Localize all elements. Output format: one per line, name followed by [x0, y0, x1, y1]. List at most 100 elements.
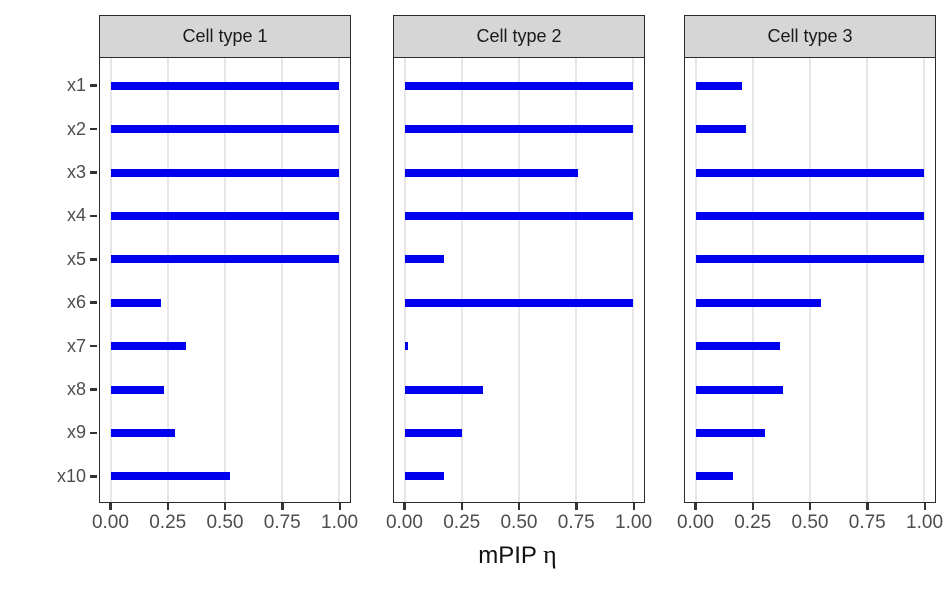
y-axis-labels: x1 x2 x3 x4 x5 x6 x7 x8 x9 x10	[0, 64, 97, 498]
bar-x7	[696, 342, 781, 351]
facet-strip: Cell type 2	[393, 15, 645, 58]
bar-x7	[111, 342, 187, 351]
bar-row-x4	[394, 194, 644, 237]
y-axis-row-x5: x5	[0, 238, 97, 281]
x-tick-mark	[694, 503, 697, 510]
bar-row-x3	[394, 151, 644, 194]
y-axis-row-x6: x6	[0, 281, 97, 324]
facet-strip: Cell type 3	[684, 15, 936, 58]
bar-row-x1	[100, 64, 350, 107]
bar-x6	[405, 298, 633, 307]
gridline-x-1	[922, 58, 925, 502]
bar-x2	[696, 125, 747, 134]
y-tick-label-x8: x8	[66, 379, 86, 400]
bar-row-x1	[394, 64, 644, 107]
x-axis-title: mPIP η	[99, 540, 936, 570]
gridline-x-0.5	[517, 58, 520, 502]
x-tick-mark	[166, 503, 170, 510]
gridline-x-0.75	[574, 58, 577, 502]
x-tick-mark	[517, 503, 521, 510]
x-tick-label-0.75: 0.75	[263, 512, 301, 533]
gridline-x-0.25	[752, 58, 755, 502]
bar-x9	[111, 428, 175, 437]
gridline-x-0.75	[280, 58, 283, 502]
x-tick-label-0.00: 0.00	[676, 512, 714, 533]
bar-row-x8	[685, 368, 935, 411]
x-tick-label-0.25: 0.25	[734, 512, 772, 533]
gridline-x-1	[631, 58, 634, 502]
bar-x10	[696, 472, 733, 481]
bar-row-x6	[394, 281, 644, 324]
y-tick-mark	[90, 301, 97, 304]
y-tick-mark	[90, 475, 97, 478]
x-tick-mark	[866, 503, 869, 510]
x-tick-mark	[808, 503, 812, 510]
x-tick-label-0.50: 0.50	[791, 512, 829, 533]
x-axis: 0.00 0.25 0.50 0.75 1.00	[386, 503, 652, 543]
bar-row-x3	[685, 151, 935, 194]
bar-x1	[111, 81, 339, 90]
bar-row-x9	[394, 411, 644, 454]
x-tick-label-0.50: 0.50	[206, 512, 244, 533]
gridline-x-1	[337, 58, 340, 502]
y-tick-mark	[90, 258, 97, 261]
facet-strip: Cell type 1	[99, 15, 351, 58]
x-tick-label-0.75: 0.75	[848, 512, 886, 533]
y-tick-mark	[90, 344, 97, 348]
bar-x2	[405, 125, 633, 134]
x-tick-mark	[338, 503, 342, 510]
facet-strip-label: Cell type 1	[182, 26, 268, 46]
bar-x7	[405, 342, 408, 351]
bar-row-x6	[100, 281, 350, 324]
y-tick-label-x6: x6	[66, 292, 86, 313]
x-tick-label-0.00: 0.00	[91, 512, 129, 533]
bar-row-x6	[685, 281, 935, 324]
bar-x4	[405, 211, 633, 220]
gridline-x-0	[695, 58, 698, 502]
x-axis: 0.00 0.25 0.50 0.75 1.00	[677, 503, 943, 543]
y-tick-mark	[90, 171, 97, 174]
x-tick-mark	[109, 503, 112, 510]
y-axis: x1 x2 x3 x4 x5 x6 x7 x8 x9 x10	[0, 58, 97, 502]
bar-x5	[111, 255, 339, 264]
gridline-x-0.25	[167, 58, 170, 502]
panel	[99, 58, 351, 503]
x-tick-mark	[751, 503, 755, 510]
bar-row-x5	[685, 238, 935, 281]
bar-x5	[405, 255, 444, 264]
bar-x8	[696, 385, 783, 394]
x-tick-label-0.75: 0.75	[557, 512, 595, 533]
y-tick-label-x9: x9	[66, 422, 86, 443]
bar-row-x7	[394, 324, 644, 367]
y-axis-row-x2: x2	[0, 107, 97, 150]
x-tick-label-1.00: 1.00	[321, 512, 359, 533]
x-tick-mark	[403, 503, 406, 510]
x-tick-label-0.25: 0.25	[149, 512, 187, 533]
x-tick-mark	[575, 503, 578, 510]
bar-x3	[405, 168, 579, 177]
bar-row-x7	[685, 324, 935, 367]
y-tick-mark	[90, 127, 97, 131]
facet-strip-label: Cell type 3	[767, 26, 853, 46]
bar-x1	[696, 81, 742, 90]
y-tick-label-x2: x2	[66, 118, 86, 139]
gridline-x-0.25	[461, 58, 464, 502]
y-tick-mark	[90, 388, 97, 391]
panel	[393, 58, 645, 503]
y-tick-label-x7: x7	[66, 335, 86, 356]
gridline-x-0.5	[223, 58, 226, 502]
bar-row-x9	[100, 411, 350, 454]
bar-x5	[696, 255, 924, 264]
gridline-x-0	[404, 58, 407, 502]
bar-row-x10	[685, 455, 935, 498]
bar-row-x4	[100, 194, 350, 237]
bar-row-x9	[685, 411, 935, 454]
x-tick-mark	[281, 503, 284, 510]
y-tick-mark	[90, 84, 97, 87]
bar-x4	[696, 211, 924, 220]
y-axis-row-x10: x10	[0, 455, 97, 498]
bar-row-x5	[100, 238, 350, 281]
x-tick-mark	[460, 503, 464, 510]
bar-row-x2	[100, 107, 350, 150]
y-axis-row-x4: x4	[0, 194, 97, 237]
